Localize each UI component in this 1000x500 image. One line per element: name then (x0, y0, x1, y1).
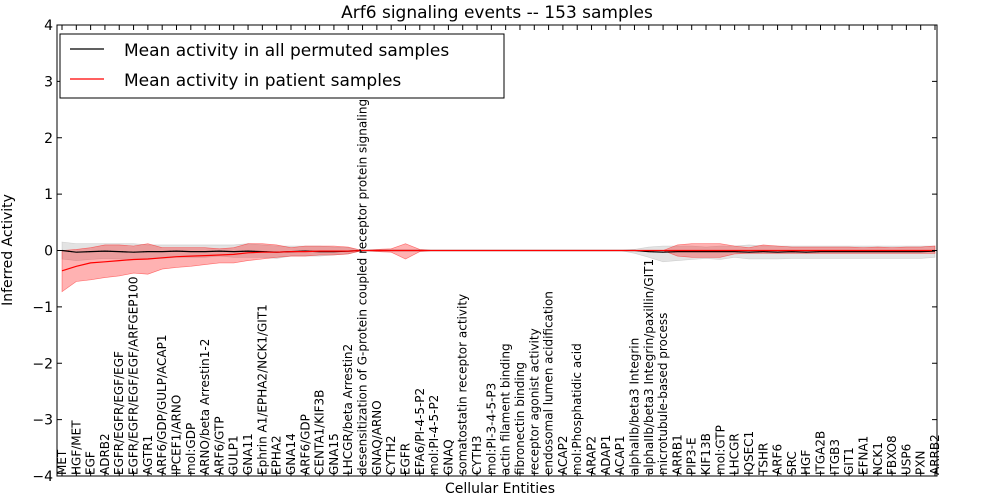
chart-title: Arf6 signaling events -- 153 samples (341, 3, 653, 23)
x-tick-label: ARRB1 (670, 434, 684, 475)
y-tick-label: 4 (44, 18, 53, 34)
x-tick-label: LHCGR (728, 433, 742, 475)
x-tick-label: desensitization of G-protein coupled rec… (356, 44, 370, 475)
y-axis: −4 −3 −2 −1 0 1 2 3 4 (32, 18, 937, 485)
x-tick-label: EGFR (399, 443, 413, 475)
series-lines (61, 249, 936, 272)
x-tick-label: microtubule-based process (656, 313, 670, 475)
x-tick-label: GNA11 (241, 433, 255, 475)
x-tick-label: GNA14 (284, 433, 298, 475)
x-tick-label: PXN (914, 451, 928, 475)
x-tick-label: ADAP1 (599, 435, 613, 475)
x-tick-label: mol:Phosphatidic acid (570, 343, 584, 475)
x-tick-label: EFNA1 (856, 436, 870, 475)
legend: Mean activity in all permuted samples Me… (59, 33, 505, 99)
x-tick-label: GULP1 (227, 435, 241, 475)
x-tick-label: FBXO8 (885, 435, 899, 475)
x-tick-label: NCK1 (871, 442, 885, 475)
x-tick-label: ARNO/beta Arrestin1-2 (198, 339, 212, 475)
x-tick-label: actin filament binding (499, 343, 513, 475)
y-tick-label: 1 (44, 187, 53, 203)
x-tick-label: GNA15 (327, 433, 341, 475)
x-tick-label: Ephrin A1/EPHA2/NCK1/GIT1 (255, 304, 269, 475)
x-tick-label: ARF6/GDP/GULP/ACAP1 (155, 335, 169, 475)
x-tick-label: mol:GTP (713, 425, 727, 475)
confidence-bands (61, 241, 936, 293)
y-axis-label: Inferred Activity (0, 194, 16, 306)
x-tick-label: USP6 (899, 444, 913, 475)
x-tick-label: TSHR (756, 443, 770, 476)
x-axis: MET HGF/MET EGF ADRB2 EGFR/EGFR/EGF/EGF EGFR/… (55, 25, 942, 476)
x-tick-label: CYTH3 (470, 436, 484, 476)
x-tick-label: ARF6/GDP (298, 414, 312, 475)
x-tick-label: GNAQ/ARNO (370, 400, 384, 475)
x-tick-label: ADRB2 (98, 433, 112, 475)
x-tick-label: mol:PI-4-5-P2 (427, 395, 441, 475)
x-tick-label: alphaIIb/beta3 Integrin (628, 338, 642, 475)
x-tick-label: SRC (785, 451, 799, 475)
x-tick-label: ARF6 (771, 444, 785, 475)
y-tick-label: 3 (44, 74, 53, 90)
x-tick-label: IQSEC1 (742, 431, 756, 475)
y-tick-label: −4 (32, 469, 53, 485)
y-tick-label: −2 (32, 356, 53, 372)
x-tick-label: EGF (84, 451, 98, 475)
x-tick-label: EGFR/EGFR/EGF/EGF/ARFGEP100 (127, 277, 141, 475)
x-axis-label: Cellular Entities (445, 481, 555, 497)
y-tick-label: −3 (32, 413, 53, 429)
x-tick-label: MET (55, 449, 69, 475)
x-tick-label: EGFR/EGFR/EGF/EGF (112, 351, 126, 475)
x-tick-label: HGF (799, 450, 813, 475)
x-tick-label: receptor agonist activity (527, 328, 541, 475)
x-tick-label: ARF6/GTP (212, 416, 226, 475)
x-tick-label: LHCGR/beta Arrestin2 (341, 344, 355, 475)
x-tick-label: mol:GDP (184, 423, 198, 475)
y-tick-label: 2 (44, 131, 53, 147)
x-tick-label: GIT1 (842, 447, 856, 475)
x-tick-label: HGF/MET (69, 420, 83, 475)
x-tick-label: AGTR1 (141, 435, 155, 475)
x-tick-label: ARAP2 (585, 436, 599, 475)
y-tick-label: −1 (32, 300, 53, 316)
x-tick-label: ARRB2 (928, 434, 942, 475)
line-patient (61, 249, 935, 272)
band-patient (61, 243, 936, 293)
x-tick-label: alphaIIb/beta3 Integrin/paxillin/GIT1 (642, 259, 656, 475)
x-tick-label: ACAP1 (613, 436, 627, 475)
x-tick-label: CYTH2 (384, 436, 398, 476)
x-tick-label: IPCEF1/ARNO (170, 395, 184, 475)
x-tick-label: CENTA1/KIF3B (313, 390, 327, 475)
x-tick-label: ITGA2B (814, 431, 828, 475)
legend-label-patient: Mean activity in patient samples (124, 71, 401, 91)
x-tick-label: ITGB3 (828, 439, 842, 475)
legend-label-permuted: Mean activity in all permuted samples (124, 41, 449, 61)
x-tick-label: GNAQ (441, 439, 455, 475)
x-tick-label: EFA6/PI-4-5-P2 (413, 388, 427, 475)
x-tick-label: mol:PI-3-4-5-P3 (484, 383, 498, 475)
x-tick-label: fibronectin binding (513, 362, 527, 475)
x-tick-label: PIP3-E (685, 437, 699, 475)
x-tick-label: KIF13B (699, 433, 713, 475)
x-tick-label: endosomal lumen acidification (542, 291, 556, 475)
x-tick-label: ACAP2 (556, 436, 570, 475)
y-tick-label: 0 (44, 244, 53, 260)
legend-box (59, 33, 505, 99)
x-tick-label: EPHA2 (270, 435, 284, 475)
x-tick-label: somatostatin receptor activity (456, 294, 470, 475)
